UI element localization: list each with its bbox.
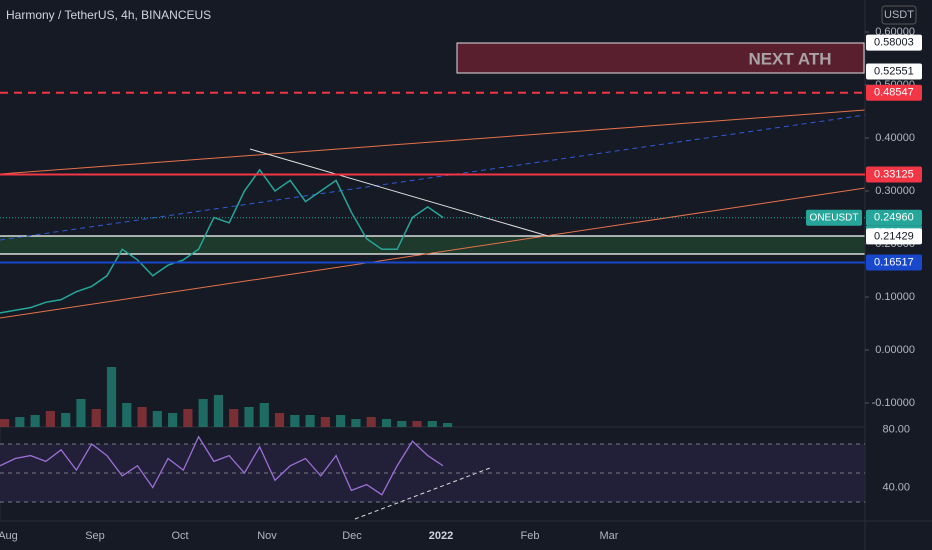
- volume-bar: [244, 407, 254, 427]
- volume-bar: [0, 419, 10, 427]
- time-label: 2022: [429, 530, 453, 542]
- volume-bar: [443, 423, 453, 427]
- volume-bar: [183, 409, 193, 427]
- time-label: Nov: [257, 530, 277, 542]
- volume-bar: [290, 415, 300, 427]
- price-tick-label: 0.00000: [875, 344, 915, 356]
- volume-bar: [381, 419, 392, 427]
- price-tick-label: 0.40000: [875, 132, 915, 144]
- price-tick-label: 0.30000: [875, 185, 915, 197]
- price-tag-bg: [866, 84, 922, 101]
- time-label: Oct: [171, 530, 188, 542]
- time-label: Sep: [85, 530, 105, 542]
- channel-top: [0, 109, 866, 175]
- volume-bar: [198, 399, 208, 427]
- volume-bar: [30, 415, 40, 427]
- price-tag: 0.16517: [874, 256, 914, 268]
- channel-bottom: [0, 187, 866, 319]
- volume-bar: [45, 411, 55, 427]
- volume-bar: [76, 399, 86, 427]
- price-tick-label: -0.10000: [872, 397, 915, 409]
- volume-bar: [366, 417, 376, 427]
- volume-bar: [229, 409, 239, 427]
- volume-bar: [305, 415, 315, 427]
- volume-bar: [91, 409, 101, 427]
- price-tag-bg: [866, 34, 922, 51]
- symbol-tag: ONEUSDT: [810, 212, 859, 223]
- volume-bar: [427, 421, 437, 427]
- time-label: Mar: [600, 530, 619, 542]
- price-tag: 0.21429: [874, 230, 914, 242]
- volume-bar: [106, 367, 117, 427]
- symbol-tag-bg: [806, 209, 862, 226]
- price-line: [0, 168, 444, 314]
- price-tag: 0.48547: [874, 87, 914, 99]
- price-tag-bg: [866, 166, 922, 183]
- price-tag: 0.24960: [874, 212, 914, 224]
- volume-bar: [122, 403, 132, 427]
- price-tag-bg: [866, 63, 922, 80]
- volume-bar: [61, 413, 71, 427]
- currency-box[interactable]: [881, 5, 917, 25]
- price-tag-bg: [866, 254, 922, 271]
- volume-bar: [320, 417, 330, 427]
- rsi-tick-label: 40.00: [882, 481, 910, 493]
- ath-box: [456, 42, 865, 74]
- mid-trend: [0, 114, 866, 241]
- volume-bar: [152, 411, 162, 427]
- volume-bar: [259, 403, 269, 427]
- rsi-tick-label: 80.00: [882, 423, 910, 435]
- price-tag: 0.58003: [874, 36, 914, 48]
- price-tag-bg: [866, 228, 922, 245]
- price-tick-label: 0.10000: [875, 291, 915, 303]
- price-tag: 0.52551: [874, 65, 914, 77]
- price-tag: 0.33125: [874, 168, 914, 180]
- volume-bar: [336, 415, 346, 427]
- time-label: Aug: [0, 530, 18, 542]
- currency[interactable]: USDT: [884, 9, 914, 21]
- support-zone: [0, 236, 865, 254]
- volume-bar: [351, 419, 361, 427]
- volume-bar: [274, 413, 285, 427]
- time-label: Dec: [342, 530, 362, 542]
- price-tag-bg: [866, 209, 922, 226]
- rsi-line: [0, 435, 444, 496]
- time-label: Feb: [521, 530, 540, 542]
- volume-bar: [15, 417, 25, 427]
- volume-bar: [397, 421, 407, 427]
- volume-bar: [137, 407, 147, 427]
- volume-bar: [412, 421, 422, 427]
- rsi-trend: [354, 467, 491, 520]
- volume-bar: [213, 395, 224, 427]
- down-trend: [249, 148, 549, 237]
- chart-title: Harmony / TetherUS, 4h, BINANCEUS: [6, 8, 211, 22]
- ath-label: NEXT ATH: [748, 49, 831, 68]
- volume-bar: [168, 413, 178, 427]
